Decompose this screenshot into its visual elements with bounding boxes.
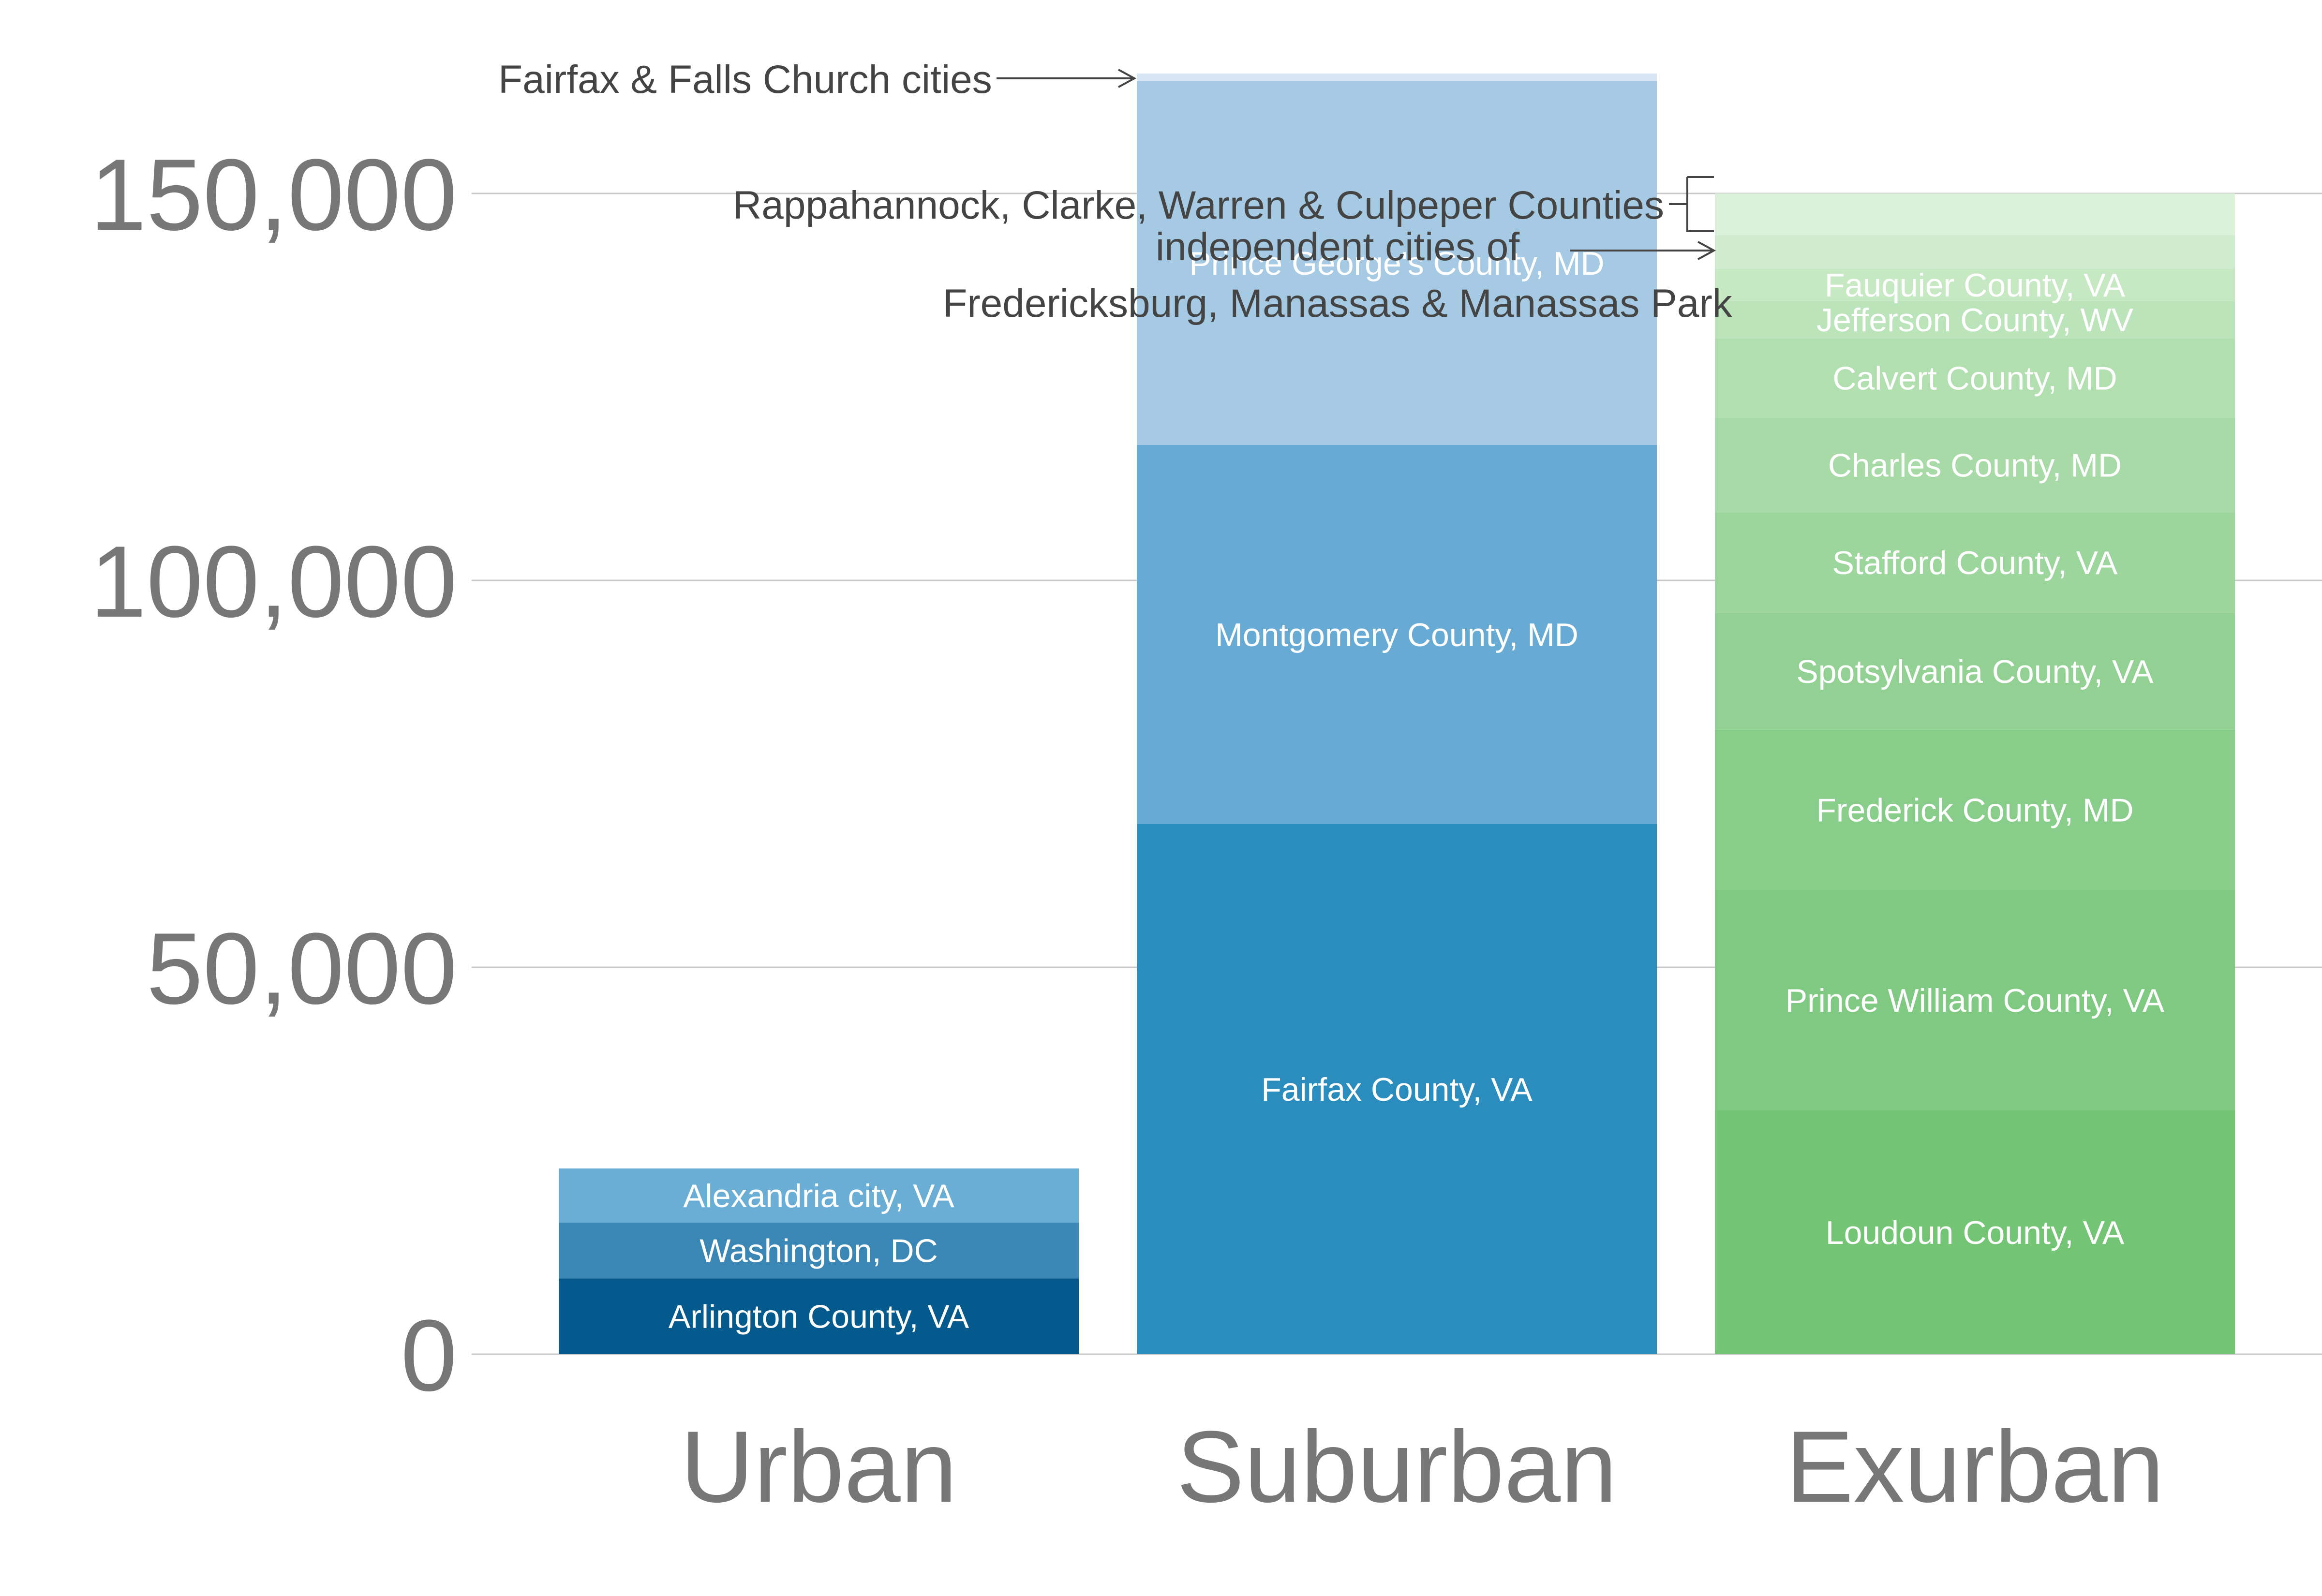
segment-label: Loudoun County, VA (1826, 1214, 2125, 1251)
annotations: Fairfax & Falls Church cities Rappahanno… (498, 58, 1733, 325)
bar-segment (1715, 613, 2235, 730)
segment-label: Stafford County, VA (1832, 545, 2118, 581)
annotation-rappahannock: Rappahannock, Clarke, Warren & Culpeper … (733, 176, 1714, 232)
y-tick-label: 150,000 (90, 138, 457, 251)
segment-label: Jefferson County, WV (1816, 302, 2134, 339)
y-axis-ticks: 0 50,000 100,000 150,000 (90, 138, 457, 1412)
y-tick-label: 50,000 (147, 912, 457, 1025)
segment-label: Fairfax County, VA (1261, 1071, 1533, 1108)
bar-segment (1715, 301, 2235, 339)
bar-segment (1715, 338, 2235, 418)
bars (559, 74, 2235, 1354)
annotation-arrowhead (1118, 69, 1137, 88)
annotation-bracket (1669, 176, 1714, 232)
annotation-arrowhead (1697, 241, 1716, 260)
x-category-label: Urban (681, 1410, 957, 1523)
x-category-label: Suburban (1176, 1410, 1617, 1523)
bar-segment (1715, 235, 2235, 269)
segment-label: Washington, DC (700, 1233, 938, 1270)
bar-segment (1137, 74, 1657, 81)
bar-segment (1715, 1110, 2235, 1354)
bar-segment (1715, 418, 2235, 513)
segment-label: Arlington County, VA (669, 1299, 969, 1335)
bar-segment (1715, 890, 2235, 1110)
annotation-text-line1: independent cities of (1156, 225, 1519, 269)
bar-segment (1137, 824, 1657, 1354)
segment-label: Spotsylvania County, VA (1796, 653, 2154, 690)
bar-segment (1715, 729, 2235, 890)
segment-label: Fauquier County, VA (1825, 267, 2126, 304)
segment-label: Prince William County, VA (1786, 982, 2165, 1019)
annotation-text: Fairfax & Falls Church cities (498, 58, 992, 102)
segment-label: Calvert County, MD (1832, 360, 2117, 397)
segment-label: Prince George's County, MD (1189, 245, 1604, 282)
bar-segment (1137, 445, 1657, 824)
segment-labels: Arlington County, VA Washington, DC Alexan… (669, 245, 2165, 1335)
segment-label: Montgomery County, MD (1215, 617, 1578, 653)
y-tick-label: 0 (401, 1299, 457, 1412)
annotation-text: Rappahannock, Clarke, Warren & Culpeper … (733, 183, 1664, 227)
annotation-text-line2: Fredericksburg, Manassas & Manassas Park (943, 281, 1733, 325)
bar-segment (1715, 193, 2235, 236)
x-axis-labels: Urban Suburban Exurban (681, 1410, 2164, 1523)
bar-segment (559, 1223, 1079, 1279)
bar-segment (559, 1168, 1079, 1223)
segment-label: Alexandria city, VA (683, 1178, 954, 1214)
segment-label: Charles County, MD (1828, 447, 2122, 484)
bar-segment (559, 1278, 1079, 1354)
bar-segment (1715, 512, 2235, 613)
x-category-label: Exurban (1786, 1410, 2164, 1523)
annotation-fairfax-falls-church: Fairfax & Falls Church cities (498, 58, 1137, 102)
bar-segment (1715, 268, 2235, 301)
segment-label: Frederick County, MD (1816, 792, 2133, 828)
y-tick-label: 100,000 (90, 525, 457, 638)
annotation-independent-cities: independent cities of Fredericksburg, Ma… (943, 225, 1733, 325)
bar-segment (1137, 81, 1657, 445)
